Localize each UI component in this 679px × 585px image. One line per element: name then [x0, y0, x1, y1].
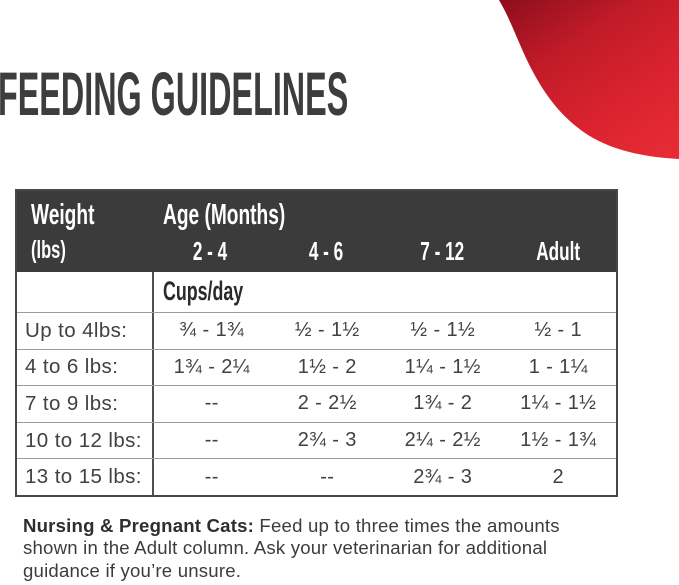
value-cell: --: [204, 392, 219, 415]
red-blob-shape: [499, 0, 679, 159]
value-cell: ½ - 1½: [410, 319, 476, 342]
table-row: 7 to 9 lbs: -- 2 - 2½ 1¾ - 2 1¼ - 1½: [17, 385, 616, 422]
weight-cell: 7 to 9 lbs:: [25, 391, 119, 415]
value-cell: 1¾ - 2¼: [173, 355, 250, 378]
header-col-2-4: 2 - 4: [192, 235, 228, 266]
value-cell: --: [320, 465, 335, 488]
footnote-line-1-rest: Feed up to three times the amounts: [254, 515, 560, 536]
value-cell: 2¾ - 3: [413, 465, 473, 488]
header-age-columns: 2 - 4 4 - 6 7 - 12 Adult: [152, 232, 616, 270]
feeding-table: Weight (lbs) Age (Months) 2 - 4 4 - 6 7 …: [15, 189, 618, 497]
value-cell: 1½ - 2: [297, 355, 357, 378]
value-cell: 1½ - 1¾: [520, 429, 597, 452]
footnote-line-2: shown in the Adult column. Ask your vete…: [23, 537, 548, 559]
value-cell: 1¾ - 2: [413, 392, 473, 415]
table-body: Cups/day Up to 4lbs: ¾ - 1¾ ½ - 1½ ½ - 1…: [17, 272, 616, 495]
value-cells: -- 2¾ - 3 2¼ - 2½ 1½ - 1¾: [154, 423, 616, 459]
table-row: 4 to 6 lbs: 1¾ - 2¼ 1½ - 2 1¼ - 1½ 1 - 1…: [17, 348, 616, 386]
header-col-7-12: 7 - 12: [420, 235, 464, 266]
table-row: Up to 4lbs: ¾ - 1¾ ½ - 1½ ½ - 1½ ½ - 1: [17, 312, 616, 349]
value-cell: ½ - 1: [534, 319, 583, 342]
header-weight-label: Weight: [31, 199, 95, 231]
value-cells: ¾ - 1¾ ½ - 1½ ½ - 1½ ½ - 1: [154, 313, 616, 349]
weight-cell: 13 to 15 lbs:: [25, 465, 142, 489]
value-cell: 1 - 1¼: [528, 355, 588, 378]
value-cell: ½ - 1½: [294, 319, 360, 342]
column-divider: [152, 272, 154, 495]
footnote-line-3: guidance if you’re unsure.: [23, 559, 242, 581]
value-cells: -- -- 2¾ - 3 2: [154, 459, 616, 495]
value-cell: 2¾ - 3: [297, 429, 357, 452]
weight-cell: Up to 4lbs:: [25, 318, 128, 342]
units-label: Cups/day: [163, 276, 244, 306]
value-cell: 2: [552, 465, 565, 488]
table-row: 13 to 15 lbs: -- -- 2¾ - 3 2: [17, 458, 616, 495]
page-title: FEEDING GUIDELINES: [0, 60, 349, 128]
header-col-adult: Adult: [536, 235, 580, 266]
value-cells: 1¾ - 2¼ 1½ - 2 1¼ - 1½ 1 - 1¼: [154, 350, 616, 386]
header-weight-unit: (lbs): [31, 236, 66, 264]
footnote-bold-lead: Nursing & Pregnant Cats:: [23, 515, 255, 536]
header-col-4-6: 4 - 6: [308, 235, 344, 266]
value-cell: 1¼ - 1½: [520, 392, 597, 415]
value-cell: --: [204, 429, 219, 452]
value-cell: 2¼ - 2½: [404, 429, 481, 452]
header-age-label: Age (Months): [163, 199, 286, 231]
table-header: Weight (lbs) Age (Months) 2 - 4 4 - 6 7 …: [17, 191, 616, 272]
value-cell: ¾ - 1¾: [179, 319, 245, 342]
footnote-line-1: Nursing & Pregnant Cats: Feed up to thre…: [23, 515, 653, 537]
units-row: Cups/day: [17, 272, 616, 312]
weight-cell: 4 to 6 lbs:: [25, 355, 119, 379]
value-cell: 2 - 2½: [297, 392, 357, 415]
table-row: 10 to 12 lbs: -- 2¾ - 3 2¼ - 2½ 1½ - 1¾: [17, 421, 616, 459]
footnote: Nursing & Pregnant Cats: Feed up to thre…: [23, 515, 653, 582]
value-cell: --: [204, 465, 219, 488]
value-cell: 1¼ - 1½: [404, 355, 481, 378]
weight-cell: 10 to 12 lbs:: [25, 428, 142, 452]
value-cells: -- 2 - 2½ 1¾ - 2 1¼ - 1½: [154, 386, 616, 422]
